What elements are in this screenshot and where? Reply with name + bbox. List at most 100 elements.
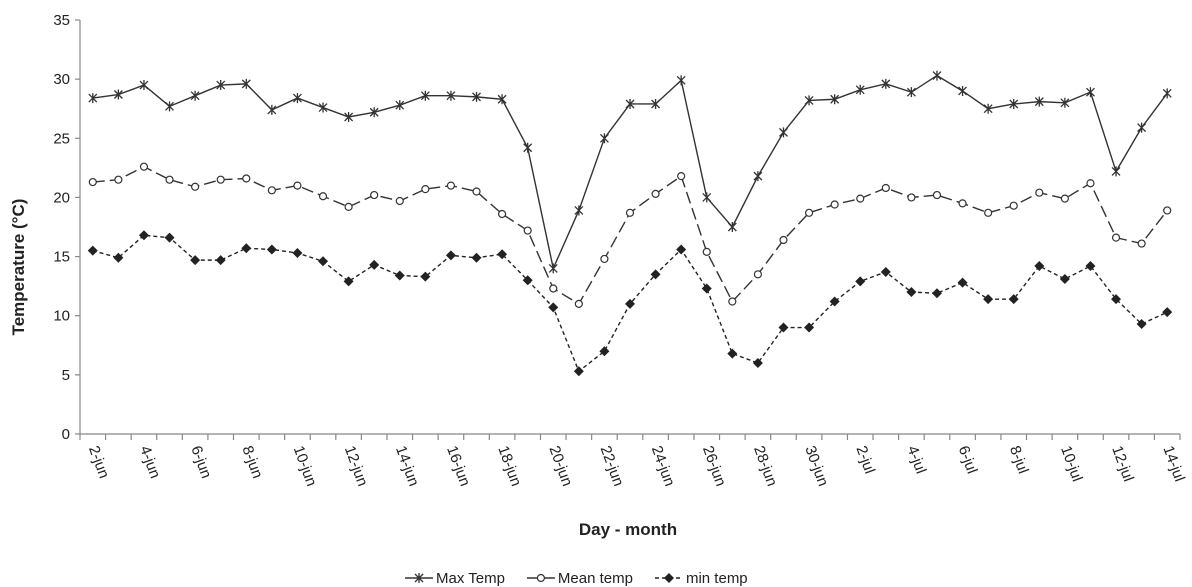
point (1035, 188, 1044, 197)
point (625, 98, 635, 109)
point (421, 185, 430, 194)
point (907, 193, 916, 202)
point (1059, 274, 1070, 285)
point (983, 103, 993, 114)
point (215, 255, 226, 266)
point (369, 259, 380, 270)
point (625, 208, 635, 217)
point (753, 171, 763, 182)
point (548, 263, 558, 274)
y-tick-label: 35 (53, 12, 70, 29)
point (266, 244, 277, 255)
x-tick-label: 8-jun (239, 444, 266, 481)
point (471, 252, 482, 263)
point (497, 249, 508, 260)
point (932, 190, 942, 200)
x-tick-label: 6-jun (187, 444, 214, 481)
point (139, 162, 149, 171)
point (88, 177, 97, 187)
x-axis-title: Day - month (579, 520, 677, 539)
point (778, 322, 789, 333)
point (701, 283, 712, 294)
point (293, 181, 302, 190)
point (242, 174, 251, 183)
point (676, 244, 687, 255)
point (1111, 166, 1121, 177)
x-tick-label: 12-jun (341, 444, 371, 489)
y-tick-label: 5 (62, 367, 70, 384)
legend-label: min temp (686, 570, 748, 587)
point (906, 87, 916, 98)
point (855, 276, 866, 287)
point (523, 226, 532, 235)
point (395, 196, 404, 206)
point (1060, 97, 1070, 108)
x-tick-label: 2-jun (85, 444, 112, 481)
point (446, 181, 456, 190)
point (753, 270, 763, 279)
point (88, 93, 98, 104)
point (728, 297, 737, 306)
point (804, 322, 815, 333)
point (574, 205, 584, 216)
point (1111, 294, 1122, 305)
legend-label: Mean temp (558, 570, 633, 587)
x-tick-label: 30-jun (801, 444, 831, 489)
point (522, 275, 533, 286)
x-tick-label: 22-jun (597, 444, 627, 489)
point (727, 222, 737, 232)
point (932, 70, 942, 81)
point (1034, 96, 1044, 107)
point (804, 95, 814, 106)
point (394, 270, 405, 281)
x-tick-label: 12-jul (1108, 444, 1137, 484)
point (472, 187, 481, 196)
point (549, 284, 558, 293)
x-tick-label: 8-jul (1006, 444, 1032, 476)
point (600, 254, 609, 264)
x-tick-label: 24-jun (648, 444, 678, 489)
point (292, 93, 302, 104)
point (1009, 201, 1018, 210)
point (1086, 179, 1095, 188)
point (1086, 87, 1095, 98)
point (344, 202, 353, 211)
point (139, 80, 149, 91)
point (191, 182, 200, 191)
point (420, 90, 430, 101)
point (216, 175, 225, 184)
x-tick-label: 26-jun (699, 444, 729, 489)
point (1085, 261, 1096, 272)
point (497, 209, 507, 219)
legend-marker (414, 573, 424, 583)
point (165, 101, 174, 112)
x-tick-label: 10-jun (290, 444, 320, 489)
y-tick-label: 10 (53, 308, 70, 325)
point (677, 172, 686, 181)
point (497, 94, 507, 105)
point (855, 84, 865, 95)
point (241, 78, 251, 89)
point (164, 232, 175, 243)
point (651, 189, 660, 198)
x-tick-label: 4-jun (136, 444, 163, 481)
point (779, 235, 788, 245)
point (830, 200, 839, 209)
point (165, 175, 174, 184)
legend-marker (536, 573, 546, 583)
y-tick-label: 15 (53, 249, 70, 266)
x-tick-label: 4-jul (904, 444, 930, 476)
point (1009, 98, 1019, 109)
point (752, 358, 763, 369)
point (318, 102, 328, 113)
y-tick-label: 25 (53, 130, 70, 147)
x-tick-label: 18-jun (494, 444, 524, 489)
x-tick-label: 6-jul (955, 444, 981, 476)
point (420, 271, 431, 282)
point (190, 255, 201, 266)
point (958, 85, 968, 96)
point (881, 78, 891, 89)
point (344, 111, 354, 122)
point (1162, 88, 1172, 99)
x-tick-label: 2-jul (852, 444, 878, 476)
